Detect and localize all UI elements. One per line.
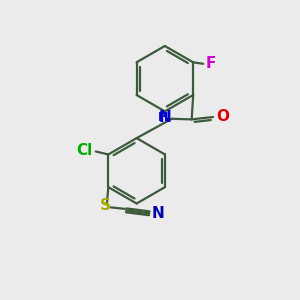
Text: N: N bbox=[158, 110, 171, 124]
Text: Cl: Cl bbox=[76, 143, 93, 158]
Text: H: H bbox=[158, 110, 168, 124]
Text: N: N bbox=[152, 206, 164, 221]
Text: S: S bbox=[100, 198, 111, 213]
Text: F: F bbox=[206, 56, 216, 71]
Text: O: O bbox=[216, 109, 229, 124]
